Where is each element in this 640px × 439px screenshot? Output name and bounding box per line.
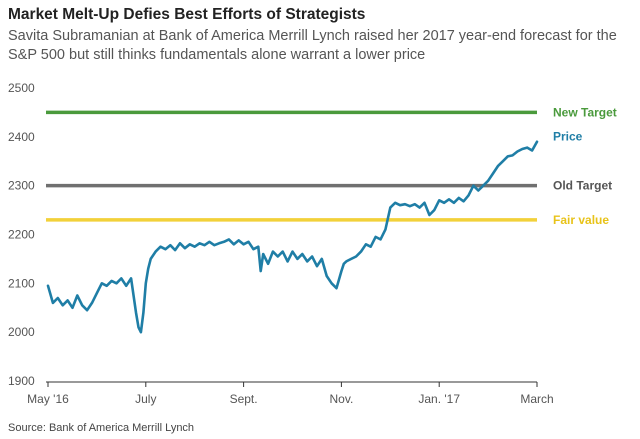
x-tick-label: Sept. — [230, 392, 258, 406]
reference-line-label: Old Target — [553, 179, 612, 193]
y-tick-label: 2100 — [8, 276, 35, 290]
axis-layer: 1900 2000 2100 2200 2300 2400 2500 May '16 July S… — [8, 81, 554, 406]
x-tick-label: March — [520, 392, 553, 406]
y-tick-label: 2200 — [8, 228, 35, 242]
series-label-price: Price — [553, 130, 583, 144]
y-tick-label: 2400 — [8, 130, 35, 144]
label-layer: New Target Old Target Fair value Price — [553, 105, 617, 226]
reference-lines — [46, 110, 537, 222]
x-tick-label: July — [135, 392, 156, 406]
reference-line-label: New Target — [553, 105, 617, 119]
source-note: Source: Bank of America Merrill Lynch — [8, 422, 195, 434]
x-tick-label: May '16 — [27, 392, 69, 406]
x-tick-label: Jan. '17 — [418, 392, 460, 406]
y-tick-label: 2500 — [8, 81, 35, 95]
chart-subtitle: Savita Subramanian at Bank of America Me… — [8, 28, 617, 63]
x-tick-label: Nov. — [330, 392, 354, 406]
reference-line-label: Fair value — [553, 213, 609, 227]
y-tick-label: 2000 — [8, 325, 35, 339]
chart-title: Market Melt-Up Defies Best Efforts of St… — [8, 6, 366, 23]
series-line-price — [46, 140, 539, 334]
y-tick-label: 2300 — [8, 179, 35, 193]
y-tick-label: 1900 — [8, 374, 35, 388]
series-layer — [46, 140, 539, 334]
